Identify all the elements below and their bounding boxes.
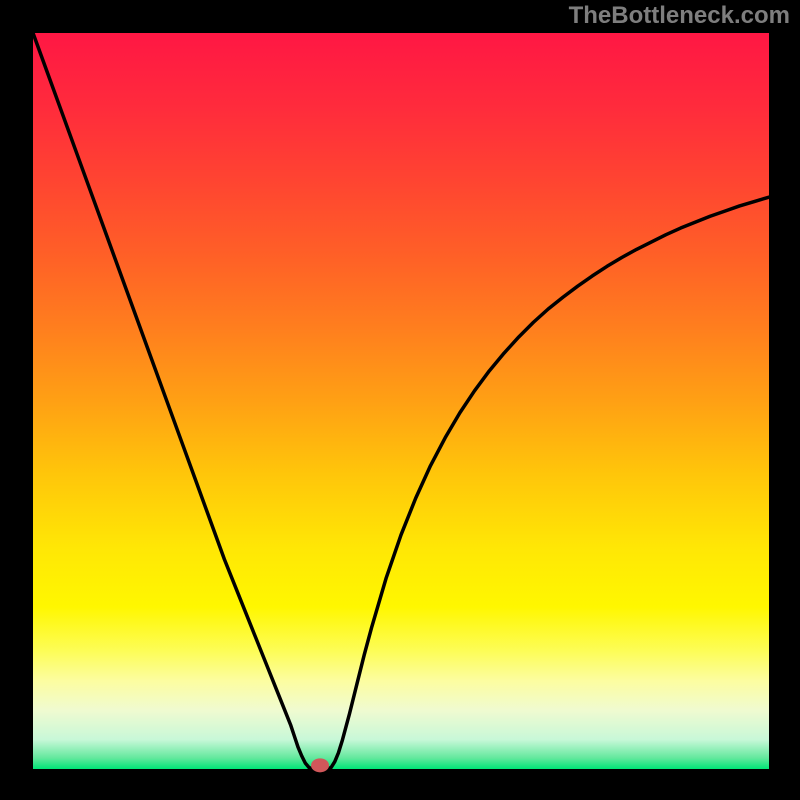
chart-container: { "watermark": { "text": "TheBottleneck.… bbox=[0, 0, 800, 800]
optimal-point-marker bbox=[311, 758, 329, 772]
watermark-text: TheBottleneck.com bbox=[569, 2, 790, 30]
plot-background bbox=[33, 33, 769, 769]
bottleneck-chart bbox=[0, 0, 800, 800]
